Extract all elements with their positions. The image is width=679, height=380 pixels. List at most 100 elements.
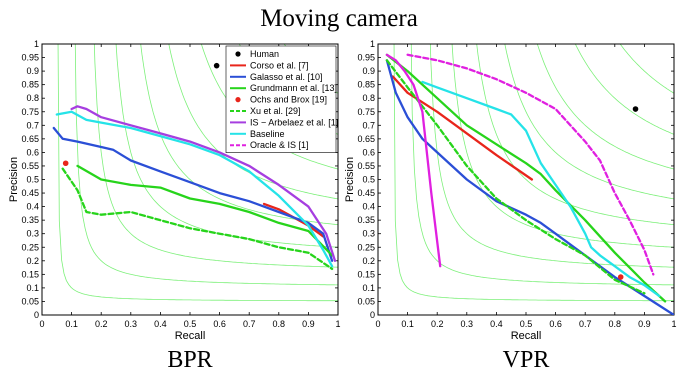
- series-line-is-arbelaez-et-al-1: [70, 105, 337, 262]
- series-line-is-arbelaez-et-al-1: [385, 53, 442, 268]
- series-line-corso-et-al-7: [391, 75, 534, 181]
- y-tick-label: 0.6: [26, 147, 39, 157]
- x-tick-label: 0.1: [401, 319, 414, 329]
- y-tick-label: 0.9: [362, 66, 375, 76]
- series-line-baseline: [55, 110, 334, 268]
- x-tick-label: 1: [671, 319, 676, 329]
- legend-box: [225, 45, 337, 153]
- legend-label-ochs-and-brox-19: Ochs and Brox [19]: [250, 95, 327, 105]
- y-tick-label: 0.7: [26, 120, 39, 130]
- y-tick-label: 0.35: [357, 215, 375, 225]
- figure-title: Moving camera: [260, 5, 418, 32]
- y-tick-label: 0.8: [26, 93, 39, 103]
- x-tick-label: 0.1: [65, 319, 78, 329]
- legend-label-xu-et-al-29: Xu et al. [29]: [250, 106, 301, 116]
- x-tick-label: 0.3: [461, 319, 474, 329]
- point-human: [632, 106, 639, 112]
- point-ochs-and-brox-19: [617, 274, 624, 280]
- x-tick-label: 0.9: [302, 319, 315, 329]
- y-tick-label: 1: [370, 39, 375, 49]
- y-tick-label: 0.6: [362, 147, 375, 157]
- y-tick-label: 0.2: [362, 256, 375, 266]
- iso-f-curve: [429, 44, 674, 268]
- y-tick-label: 0.95: [21, 53, 39, 63]
- x-axis-label: Recall: [511, 330, 542, 342]
- x-tick-label: 0.8: [273, 319, 286, 329]
- iso-f-curve: [619, 44, 674, 94]
- y-tick-label: 0.5: [362, 175, 375, 185]
- legend-marker-human: [235, 51, 241, 57]
- x-tick-label: 0.8: [609, 319, 622, 329]
- iso-f-curve: [74, 44, 338, 286]
- y-tick-label: 0.55: [357, 161, 375, 171]
- y-tick-label: 0.4: [26, 202, 39, 212]
- y-tick-label: 0.75: [21, 107, 39, 117]
- y-tick-label: 0.15: [357, 269, 375, 279]
- y-tick-label: 0.55: [21, 161, 39, 171]
- panel-vpr: 0 0.1 0.2 0.3 0.4 0.5 0.6 0.7 0.8 0.9 1 0 0.05 0.1 0.1…: [344, 39, 677, 373]
- y-axis-label: Precision: [8, 157, 20, 202]
- y-tick-label: 0.85: [21, 80, 39, 90]
- legend-label-oracle-is-1: Oracle & IS [1]: [250, 140, 309, 150]
- x-tick-label: 0.4: [154, 319, 167, 329]
- series-line-grundmann-et-al-13: [76, 164, 334, 257]
- y-tick-label: 0.3: [26, 229, 39, 239]
- legend-label-human: Human: [250, 49, 279, 59]
- y-tick-label: 0.2: [26, 256, 39, 266]
- iso-f-curve: [57, 44, 338, 302]
- x-tick-label: 0.3: [125, 319, 138, 329]
- legend-label-corso-et-al-7: Corso et al. [7]: [250, 60, 309, 70]
- x-tick-label: 0.6: [549, 319, 562, 329]
- legend-label-galasso-et-al-10: Galasso et al. [10]: [250, 72, 323, 82]
- y-tick-label: 0.45: [21, 188, 39, 198]
- y-tick-label: 0.7: [362, 120, 375, 130]
- x-tick-label: 0.5: [520, 319, 533, 329]
- point-human: [213, 62, 220, 69]
- y-axis-label: Precision: [344, 157, 356, 202]
- iso-f-curve: [504, 44, 674, 200]
- series-line-grundmann-et-al-13: [385, 53, 667, 303]
- series-line-baseline: [421, 80, 661, 298]
- y-tick-label: 0.15: [21, 269, 39, 279]
- series-line-xu-et-al-29: [61, 167, 334, 271]
- iso-f-curve: [410, 44, 674, 286]
- y-tick-label: 0.25: [357, 242, 375, 252]
- x-tick-label: 0.5: [184, 319, 197, 329]
- y-tick-label: 0.8: [362, 93, 375, 103]
- y-tick-label: 0.4: [362, 202, 375, 212]
- x-axis-label: Recall: [175, 330, 206, 342]
- y-tick-label: 0.3: [362, 229, 375, 239]
- y-tick-label: 0.05: [21, 296, 39, 306]
- y-tick-label: 0.05: [357, 296, 375, 306]
- x-tick-label: 0.2: [95, 319, 108, 329]
- iso-f-curve: [393, 44, 674, 302]
- y-tick-label: 0.75: [357, 107, 375, 117]
- series-line-oracle-is-1: [406, 53, 655, 276]
- x-tick-label: 0.7: [579, 319, 592, 329]
- y-tick-label: 0.45: [357, 188, 375, 198]
- y-tick-label: 0.5: [26, 175, 39, 185]
- x-tick-label: 0.2: [431, 319, 444, 329]
- y-tick-label: 0.65: [21, 134, 39, 144]
- x-tick-label: 0.9: [638, 319, 651, 329]
- legend-label-grundmann-et-al-13: Grundmann et al. [13]: [250, 83, 337, 93]
- y-tick-label: 0.65: [357, 134, 375, 144]
- x-tick-label: 1: [335, 319, 340, 329]
- legend-label-is-arbelaez-et-al-1: IS − Arbelaez et al. [1]: [250, 117, 338, 127]
- panel-bpr: 0 0.1 0.2 0.3 0.4 0.5 0.6 0.7 0.8 0.9 1 0 0.05 0.1 0.1…: [8, 39, 341, 373]
- y-tick-label: 0.85: [357, 80, 375, 90]
- y-tick-label: 1: [34, 39, 39, 49]
- iso-f-curve: [574, 44, 674, 135]
- iso-f-curve: [93, 44, 338, 268]
- iso-f-curve: [476, 44, 674, 226]
- y-tick-label: 0: [370, 310, 375, 320]
- iso-f-curve: [451, 44, 674, 248]
- point-ochs-and-brox-19: [62, 160, 69, 167]
- x-tick-label: 0.7: [243, 319, 256, 329]
- legend-label-baseline: Baseline: [250, 129, 285, 139]
- iso-f-curve: [536, 44, 674, 170]
- y-tick-label: 0.25: [21, 242, 39, 252]
- x-tick-label: 0.4: [490, 319, 503, 329]
